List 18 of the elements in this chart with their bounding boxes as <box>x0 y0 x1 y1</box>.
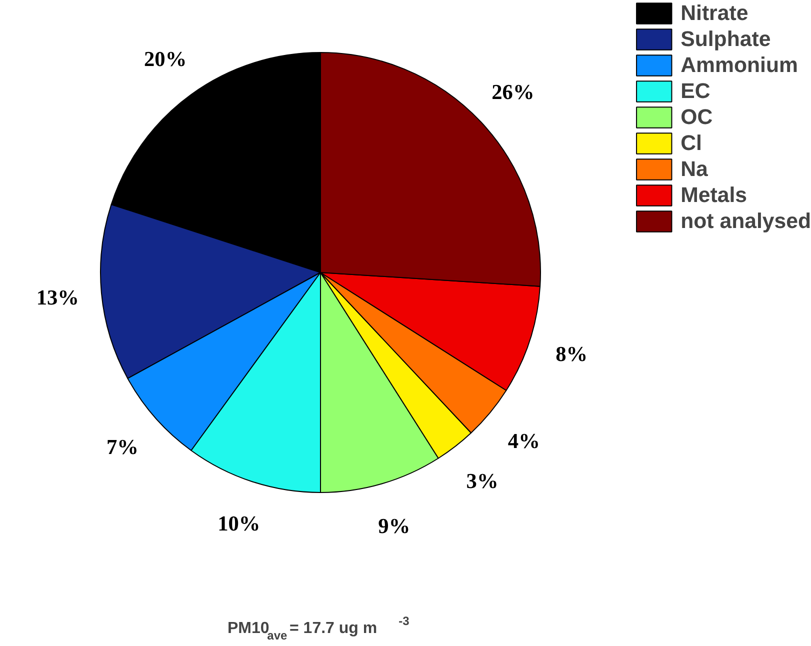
legend-label: OC <box>680 104 713 130</box>
legend-label: not analysed <box>680 208 811 234</box>
legend-label: Sulphate <box>680 26 771 52</box>
data-label: 4% <box>508 428 540 453</box>
legend-label: EC <box>680 78 710 104</box>
legend-label: Ammonium <box>680 52 798 78</box>
data-label: 7% <box>106 435 138 460</box>
data-label: 3% <box>466 469 498 494</box>
legend-label: Nitrate <box>680 0 748 26</box>
data-label: 20% <box>144 46 187 71</box>
legend-label: Na <box>680 156 708 182</box>
data-label: 9% <box>378 514 410 538</box>
legend-label: Metals <box>680 182 748 208</box>
data-label: 8% <box>556 342 588 366</box>
legend-label: Cl <box>680 130 702 156</box>
data-label: 13% <box>36 285 79 310</box>
data-label: 26% <box>492 80 534 104</box>
data-label: 10% <box>218 512 260 536</box>
